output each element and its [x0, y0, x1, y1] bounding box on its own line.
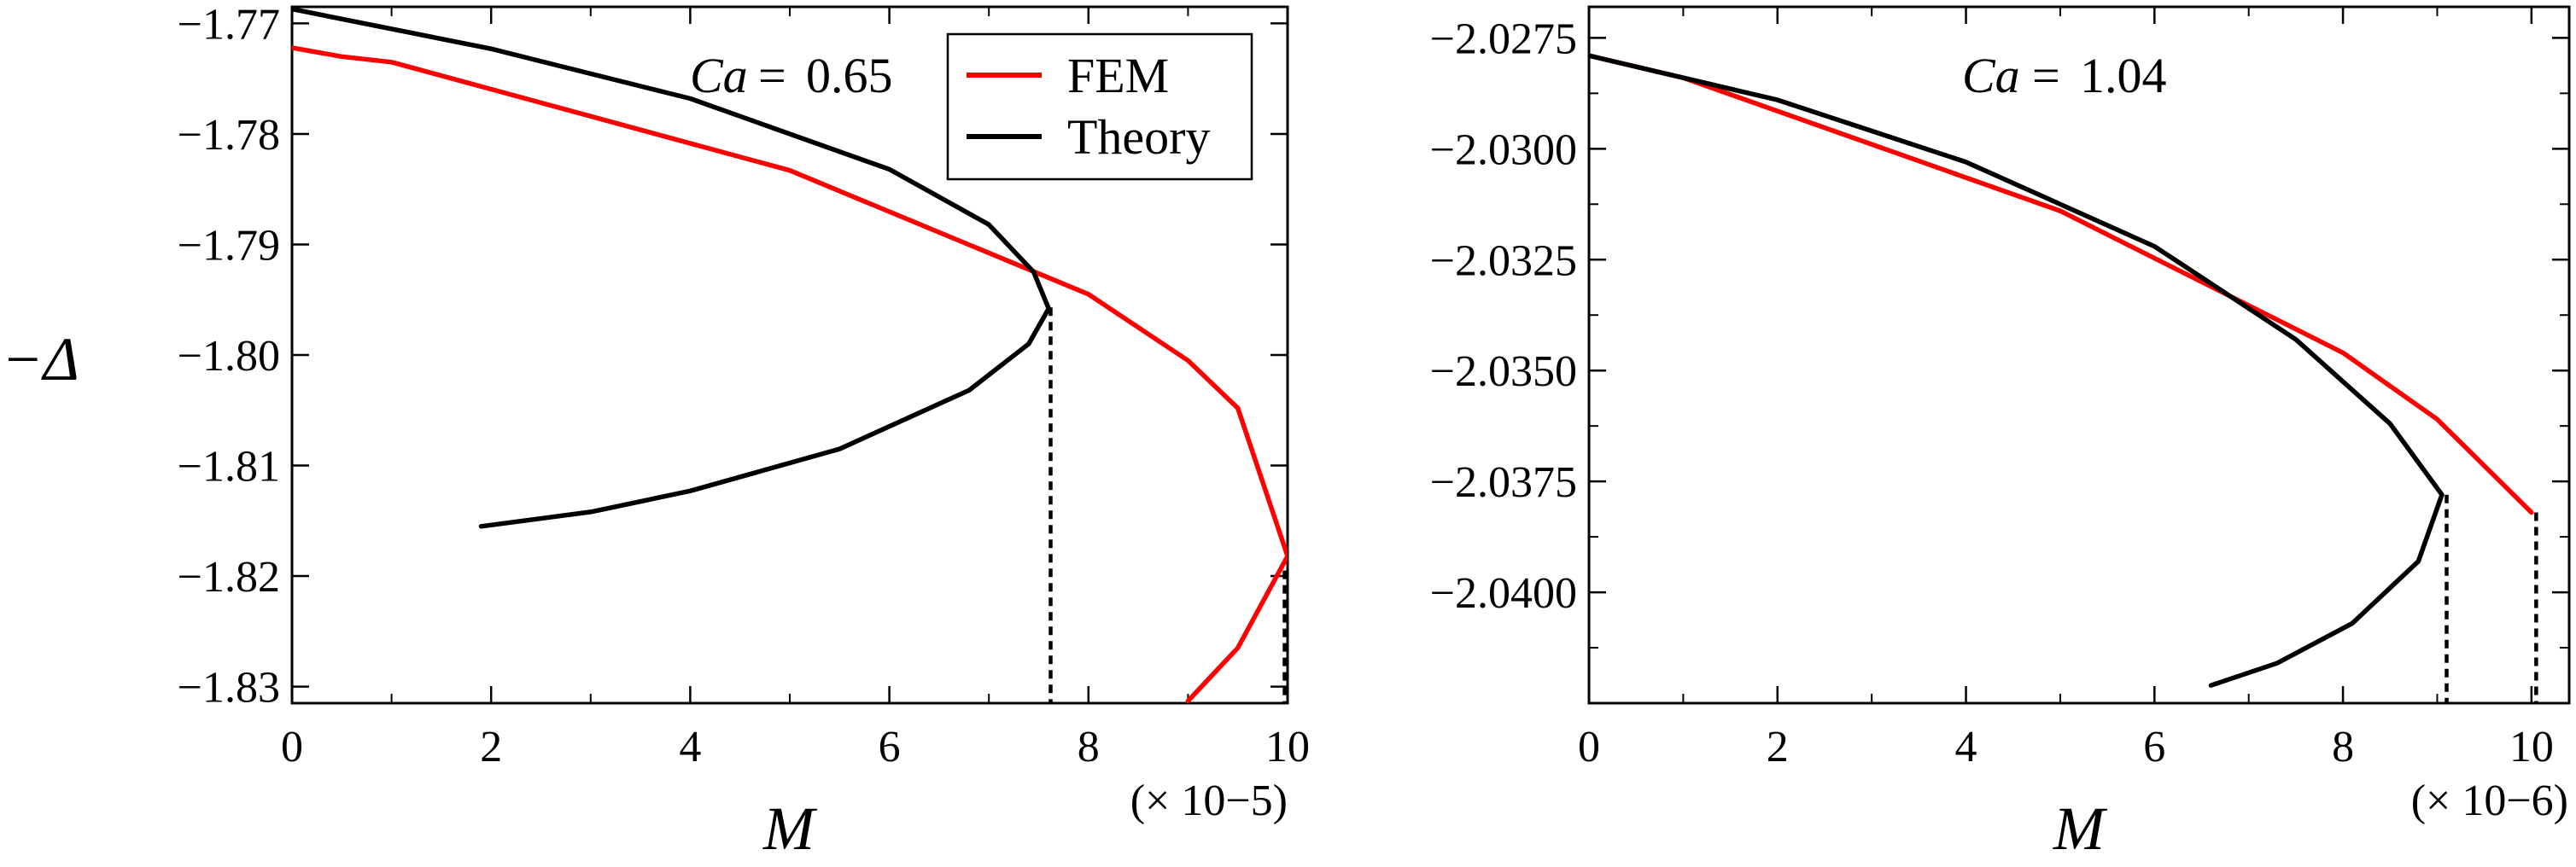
legend: FEM Theory [946, 32, 1253, 181]
ticks [1587, 7, 2569, 703]
series-line-theory [292, 7, 1051, 529]
y-tick-label: −2.0275 [1430, 15, 1577, 63]
annotation-label: Ca [690, 48, 748, 103]
series-line-theory [1589, 53, 2445, 688]
marker-group [2445, 494, 2538, 703]
x-tick-label: 0 [1578, 723, 1600, 771]
x-tick-label: 8 [1078, 723, 1100, 771]
x-tick-label: 0 [281, 723, 303, 771]
y-tick-label: −2.0375 [1430, 458, 1577, 507]
marker-group [1049, 307, 1287, 703]
annotation-value: 0.65 [806, 48, 893, 103]
x-tick-label: 4 [679, 723, 701, 771]
series-group [292, 7, 1288, 703]
x-tick-label: 2 [480, 723, 502, 771]
x-multiplier: (× 10−6) [2411, 777, 2568, 825]
y-tick-label: −1.80 [178, 332, 280, 381]
y-tick-label: −2.0325 [1430, 236, 1577, 285]
x-tick-label: 10 [1265, 723, 1310, 771]
y-tick-label: −1.81 [178, 443, 280, 492]
legend-label-fem: FEM [1067, 48, 1169, 103]
y-tick-label: −1.77 [178, 0, 280, 49]
series-group [1589, 53, 2534, 688]
plot-frame [1587, 5, 2571, 705]
legend-label-theory: Theory [1067, 109, 1211, 165]
x-tick-label: 6 [879, 723, 901, 771]
x-multiplier: (× 10−5) [1130, 777, 1288, 825]
x-tick-label: 2 [1767, 723, 1789, 771]
tick-labels: 0 2 4 6 8 10 −2.0275 −2.0300 −2.0325 −2.0350 −2.03… [1430, 15, 2554, 771]
x-axis-label: M [2053, 794, 2108, 863]
panel-right: 0 2 4 6 8 10 −2.0275 −2.0300 −2.0325 −2.0350 −2.03… [1430, 5, 2571, 863]
panel-left: 0 2 4 6 8 10 −1.77 −1.78 −1.79 −1.80 −1.81 −1.82 −1.… [2, 0, 1310, 863]
series-line-fem [1589, 53, 2534, 515]
x-tick-label: 4 [1955, 723, 1977, 771]
annotation-label: Ca [1962, 48, 2020, 103]
y-tick-label: −1.83 [178, 664, 280, 713]
tick-labels: 0 2 4 6 8 10 −1.77 −1.78 −1.79 −1.80 −1.81 −1.82 −1.… [178, 0, 1310, 771]
y-tick-label: −2.0400 [1430, 569, 1577, 618]
y-tick-label: −1.79 [178, 221, 280, 270]
annotation-equals: = [2032, 48, 2060, 103]
series-line-fem [292, 45, 1288, 703]
y-axis-label: −Δ [2, 325, 79, 393]
x-tick-label: 10 [2509, 723, 2554, 771]
x-tick-label: 6 [2143, 723, 2165, 771]
ticks [290, 7, 1289, 703]
annotation-equals: = [758, 48, 786, 103]
y-tick-label: −2.0350 [1430, 347, 1577, 396]
y-tick-label: −2.0300 [1430, 125, 1577, 174]
legend-box [946, 32, 1253, 181]
y-tick-label: −1.82 [178, 553, 280, 602]
x-axis-label: M [762, 794, 818, 863]
annotation-value: 1.04 [2080, 48, 2167, 103]
x-tick-label: 8 [2332, 723, 2354, 771]
y-tick-label: −1.78 [178, 111, 280, 160]
